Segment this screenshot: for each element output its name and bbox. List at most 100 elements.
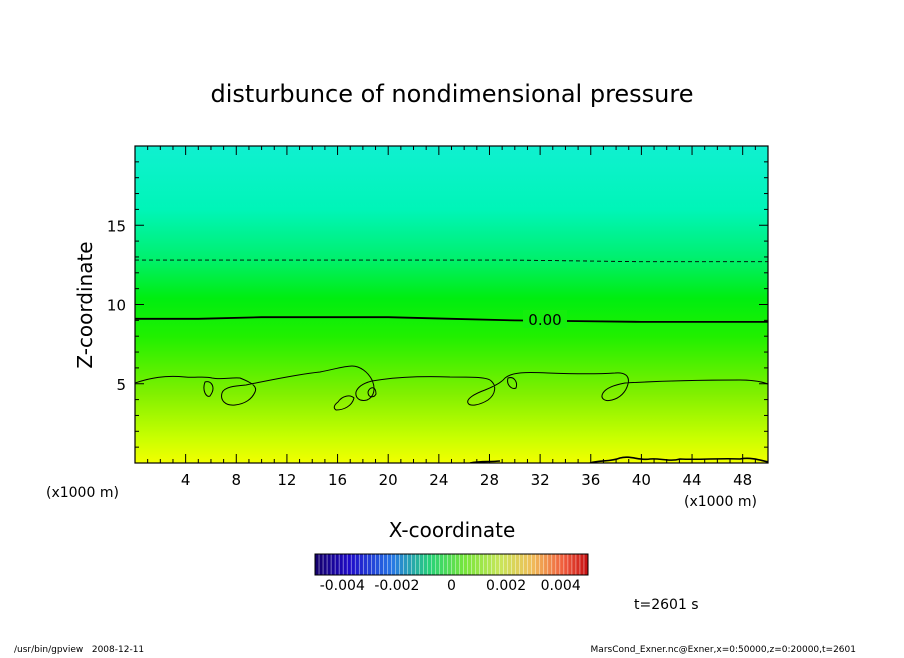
colorbar-cell bbox=[427, 553, 432, 576]
y-tick-labels: 5 10 15 bbox=[107, 217, 126, 394]
colorbar-cell bbox=[366, 553, 372, 576]
y-axis-label: Z-coordinate bbox=[73, 241, 97, 368]
y-tick-label: 10 bbox=[107, 297, 126, 315]
x-tick-label: 20 bbox=[379, 471, 398, 489]
colorbar-cell bbox=[334, 553, 340, 576]
colorbar-cell bbox=[555, 553, 561, 576]
colorbar-cell bbox=[354, 553, 360, 576]
colorbar-cell bbox=[330, 553, 336, 576]
colorbar-cell bbox=[451, 553, 457, 576]
colorbar-cell bbox=[383, 553, 388, 576]
colorbar-cell bbox=[342, 553, 348, 576]
colorbar-cell bbox=[471, 553, 477, 576]
colorbar-tick-label: -0.004 bbox=[320, 578, 365, 594]
colorbar-cell bbox=[463, 553, 469, 576]
colorbar-cell bbox=[455, 553, 461, 576]
colorbar-cell bbox=[559, 553, 565, 576]
colorbar-cell bbox=[499, 553, 505, 576]
time-label: t=2601 s bbox=[634, 597, 699, 613]
colorbar-tick-label: 0 bbox=[447, 578, 456, 594]
contour-bubble-3 bbox=[367, 387, 377, 398]
colorbar-cell bbox=[314, 553, 320, 576]
colorbar-cell bbox=[479, 553, 485, 576]
colorbar-cell bbox=[579, 553, 585, 576]
colorbar-cell bbox=[379, 553, 384, 576]
colorbar-cell bbox=[507, 553, 513, 576]
plot-area: 0.00 bbox=[134, 145, 769, 464]
colorbar-cell bbox=[391, 553, 396, 576]
x-tick-label: 16 bbox=[328, 471, 347, 489]
contour-label-background bbox=[523, 310, 567, 328]
colorbar: -0.004 -0.002 0 0.002 0.004 bbox=[314, 553, 589, 594]
x-tick-label: 8 bbox=[232, 471, 242, 489]
contour-bubble-4 bbox=[507, 377, 517, 389]
axis-ticks bbox=[134, 145, 769, 464]
colorbar-cell bbox=[338, 553, 344, 576]
colorbar-cell bbox=[571, 553, 577, 576]
x-unit-right: (x1000 m) bbox=[684, 494, 757, 510]
colorbar-cell bbox=[358, 553, 364, 576]
x-unit-left: (x1000 m) bbox=[46, 485, 119, 501]
colorbar-cell bbox=[527, 553, 533, 576]
contour-bubble-1 bbox=[203, 381, 214, 397]
colorbar-cell bbox=[491, 553, 497, 576]
x-tick-label: 12 bbox=[277, 471, 296, 489]
colorbar-cell bbox=[543, 553, 549, 576]
colorbar-cell bbox=[350, 553, 356, 576]
contour-label: 0.00 bbox=[528, 311, 561, 329]
colorbar-cell bbox=[322, 553, 328, 576]
colorbar-cell bbox=[523, 553, 529, 576]
colorbar-cell bbox=[531, 553, 537, 576]
colorbar-cell bbox=[487, 553, 493, 576]
y-tick-label: 5 bbox=[116, 376, 126, 394]
contour-dashed-line bbox=[135, 259, 768, 263]
colorbar-tick-labels: -0.004 -0.002 0 0.002 0.004 bbox=[320, 578, 581, 594]
colorbar-cell bbox=[371, 553, 376, 576]
x-tick-label: 44 bbox=[682, 471, 701, 489]
colorbar-cell bbox=[439, 553, 444, 576]
heatmap-field bbox=[135, 146, 768, 463]
colorbar-cell bbox=[547, 553, 553, 576]
x-tick-label: 32 bbox=[531, 471, 550, 489]
colorbar-cell bbox=[551, 553, 557, 576]
footer-left: /usr/bin/gpview 2008-12-11 bbox=[14, 645, 144, 654]
colorbar-cell bbox=[326, 553, 332, 576]
colorbar-cell bbox=[503, 553, 509, 576]
colorbar-cell bbox=[387, 553, 392, 576]
x-tick-label: 4 bbox=[181, 471, 191, 489]
colorbar-cell bbox=[563, 553, 569, 576]
contour-zero-line bbox=[135, 316, 768, 323]
colorbar-cell bbox=[411, 553, 416, 576]
colorbar-cell bbox=[447, 553, 452, 576]
colorbar-cell bbox=[407, 553, 412, 576]
colorbar-cell bbox=[511, 553, 517, 576]
x-tick-label: 48 bbox=[733, 471, 752, 489]
chart-title: disturbunce of nondimensional pressure bbox=[211, 80, 694, 108]
colorbar-cell bbox=[346, 553, 352, 576]
colorbar-cell bbox=[403, 553, 408, 576]
colorbar-tick-label: 0.002 bbox=[486, 578, 526, 594]
colorbar-cell bbox=[435, 553, 440, 576]
colorbar-cell bbox=[515, 553, 521, 576]
colorbar-cell bbox=[395, 553, 400, 576]
colorbar-tick-label: 0.004 bbox=[541, 578, 581, 594]
x-tick-labels: 4 8 12 16 20 24 28 32 36 40 44 48 bbox=[181, 471, 752, 489]
colorbar-cell bbox=[399, 553, 404, 576]
y-tick-label: 15 bbox=[107, 217, 126, 235]
colorbar-cell bbox=[362, 553, 368, 576]
x-tick-label: 24 bbox=[429, 471, 448, 489]
colorbar-cell bbox=[431, 553, 436, 576]
colorbar-cell bbox=[539, 553, 545, 576]
colorbar-cell bbox=[483, 553, 489, 576]
colorbar-cells bbox=[314, 553, 589, 576]
colorbar-cell bbox=[375, 553, 380, 576]
colorbar-cell bbox=[419, 553, 424, 576]
contour-bubble-2 bbox=[333, 395, 355, 411]
x-tick-label: 40 bbox=[632, 471, 651, 489]
footer-right: MarsCond_Exner.nc@Exner,x=0:50000,z=0:20… bbox=[591, 645, 856, 654]
colorbar-tick-label: -0.002 bbox=[374, 578, 419, 594]
colorbar-cell bbox=[459, 553, 465, 576]
colorbar-cell bbox=[443, 553, 448, 576]
colorbar-cell bbox=[475, 553, 481, 576]
